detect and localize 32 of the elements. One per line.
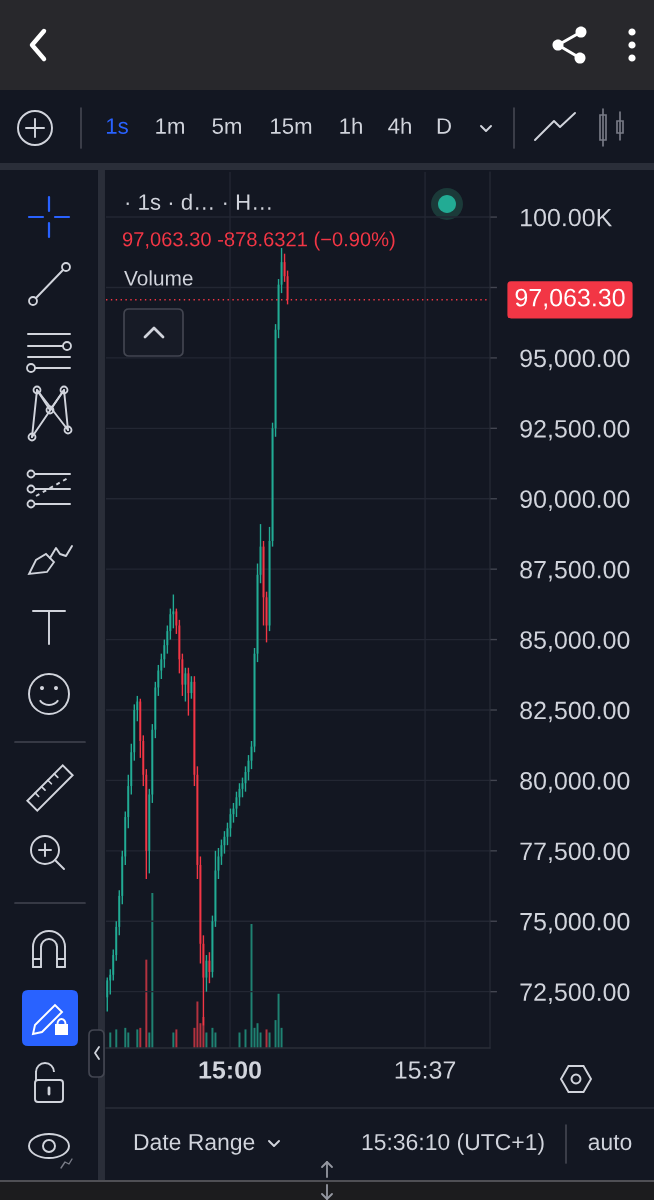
- text: 1s: [106, 118, 128, 134]
- text: 1h: [340, 117, 362, 134]
- text: 5m: [212, 118, 241, 134]
- chart-title: Volume: [124, 270, 193, 286]
- y-tick-label: 87,500.00: [520, 560, 630, 582]
- y-tick-label: 80,000.00: [520, 772, 630, 793]
- y-tick-label: 75,000.00: [520, 912, 630, 934]
- text: 15m: [271, 118, 312, 134]
- y-tick-label: 82,500.00: [520, 701, 630, 723]
- candlestick: [106, 976, 109, 1013]
- text: 15:36:10 (UTC+1): [362, 1133, 544, 1155]
- text: · 1s · d… · H…: [126, 193, 271, 210]
- ref-line-label: 97,063.30: [515, 288, 625, 310]
- candlestick: [190, 675, 193, 700]
- candlestick: [184, 667, 187, 703]
- y-tick-label: 90,000.00: [520, 490, 630, 511]
- text: auto: [588, 1135, 632, 1151]
- text: 1m: [156, 118, 184, 134]
- x-tick-label: 15:00: [199, 1061, 261, 1079]
- text: 97,063.30 -878.6321 (−0.90%): [122, 231, 395, 251]
- y-tick-label: 72,500.00: [520, 983, 630, 1004]
- x-tick-label: 15:37: [395, 1061, 456, 1079]
- y-tick-label: 85,000.00: [520, 631, 630, 652]
- candlestick: [187, 667, 190, 717]
- text: 4h: [388, 117, 411, 134]
- text: D: [437, 118, 451, 134]
- y-tick-label: 77,500.00: [520, 842, 630, 864]
- y-tick-label: 95,000.00: [520, 349, 630, 371]
- y-tick-label: 100.00K: [521, 208, 613, 227]
- y-tick-label: 92,500.00: [520, 419, 630, 441]
- text: Date Range: [134, 1134, 255, 1155]
- candlestick: [205, 954, 208, 993]
